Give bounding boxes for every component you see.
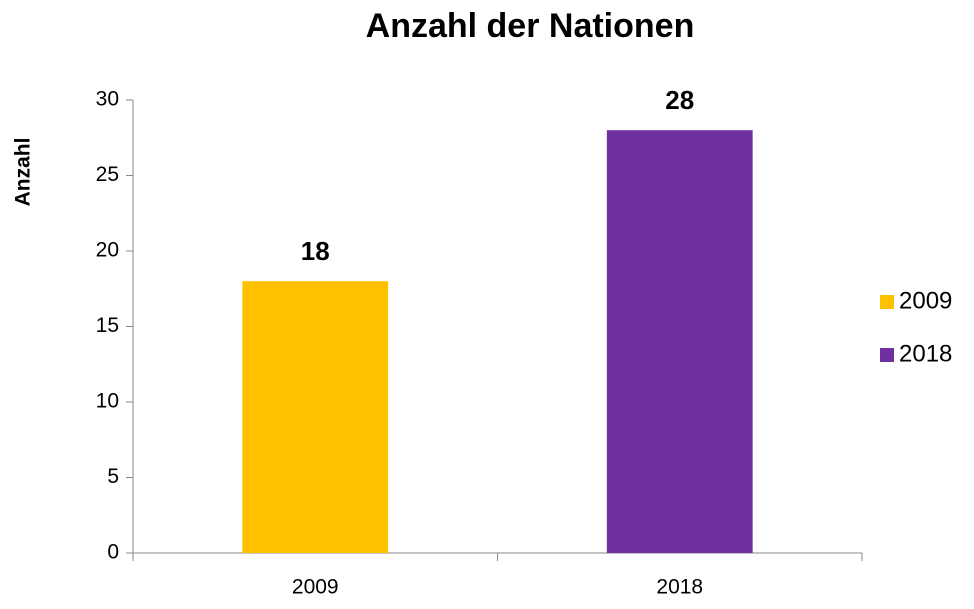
y-axis-label: Anzahl	[12, 138, 35, 207]
chart-title: Anzahl der Nationen	[366, 7, 695, 45]
y-tick-label: 5	[107, 465, 119, 488]
bar	[606, 130, 753, 553]
y-tick-label: 10	[96, 390, 119, 413]
x-tick-label: 2018	[656, 576, 703, 599]
data-label: 18	[301, 236, 330, 266]
y-tick-label: 20	[96, 239, 119, 262]
legend-swatch	[880, 295, 894, 309]
y-tick-label: 0	[107, 541, 119, 564]
y-tick-label: 30	[96, 88, 119, 111]
y-tick-label: 15	[96, 314, 119, 337]
legend-label: 2018	[899, 340, 952, 367]
legend-swatch	[880, 348, 894, 362]
bar	[242, 281, 389, 553]
x-tick-label: 2009	[292, 576, 339, 599]
y-tick-label: 25	[96, 163, 119, 186]
data-label: 28	[665, 85, 694, 115]
legend-label: 2009	[899, 287, 952, 314]
